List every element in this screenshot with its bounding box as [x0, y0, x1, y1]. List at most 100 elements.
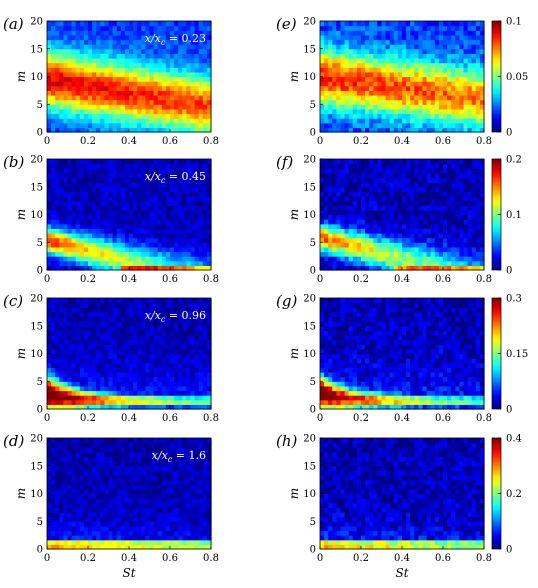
- heatmap-cell: [190, 390, 196, 396]
- heatmap-cell: [104, 233, 110, 239]
- heatmap-cell: [116, 395, 122, 401]
- heatmap-cell: [434, 44, 440, 50]
- heatmap-cell: [447, 108, 452, 115]
- heatmap-cell: [410, 118, 415, 124]
- heatmap-cell: [174, 390, 179, 396]
- heatmap-cell: [352, 67, 358, 73]
- heatmap-cell: [320, 85, 325, 91]
- heatmap-cell: [75, 311, 81, 318]
- heatmap-cell: [194, 196, 200, 202]
- heatmap-cell: [206, 265, 212, 271]
- heatmap-cell: [104, 442, 110, 448]
- heatmap-cell: [83, 53, 89, 59]
- heatmap-cell: [129, 177, 134, 183]
- heatmap-cell: [447, 62, 452, 68]
- heatmap-cell: [55, 163, 60, 169]
- heatmap-cell: [356, 104, 362, 110]
- heatmap-cell: [59, 512, 64, 518]
- heatmap-cell: [206, 196, 212, 202]
- heatmap-cell: [328, 260, 333, 266]
- heatmap-cell: [145, 461, 151, 467]
- heatmap-cell: [129, 34, 134, 41]
- heatmap-cell: [174, 399, 179, 405]
- heatmap-cell: [475, 67, 481, 73]
- heatmap-cell: [137, 81, 142, 87]
- heatmap-cell: [79, 233, 85, 239]
- heatmap-cell: [149, 39, 155, 45]
- heatmap-cell: [206, 223, 212, 229]
- heatmap-cell: [112, 256, 118, 262]
- heatmap-cell: [352, 21, 358, 27]
- heatmap-cell: [149, 127, 155, 133]
- heatmap-cell: [51, 298, 56, 304]
- heatmap-cell: [402, 81, 407, 87]
- heatmap-cell: [153, 39, 159, 45]
- heatmap-cell: [463, 122, 469, 128]
- heatmap-cell: [67, 456, 73, 462]
- heatmap-cell: [157, 484, 163, 490]
- heatmap-cell: [190, 233, 196, 239]
- heatmap-cell: [198, 298, 204, 304]
- heatmap-cell: [108, 122, 114, 128]
- heatmap-cell: [133, 30, 138, 36]
- heatmap-cell: [55, 168, 60, 174]
- heatmap-cell: [116, 260, 122, 266]
- heatmap-cell: [426, 44, 432, 50]
- heatmap-cell: [402, 67, 407, 73]
- heatmap-cell: [202, 339, 208, 345]
- heatmap-cell: [178, 104, 183, 110]
- heatmap-cell: [365, 71, 370, 78]
- heatmap-cell: [328, 186, 333, 192]
- heatmap-cell: [108, 76, 114, 82]
- heatmap-cell: [328, 223, 333, 229]
- heatmap-cell: [63, 205, 69, 211]
- heatmap-cell: [124, 81, 130, 87]
- heatmap-cell: [149, 539, 155, 545]
- heatmap-cell: [75, 404, 81, 410]
- heatmap-cell: [120, 339, 126, 345]
- heatmap-cell: [63, 90, 69, 96]
- heatmap-cell: [67, 395, 73, 401]
- heatmap-cell: [174, 344, 179, 350]
- heatmap-cell: [120, 81, 126, 87]
- heatmap-cell: [112, 451, 118, 458]
- heatmap-cell: [170, 62, 175, 68]
- heatmap-cell: [51, 376, 56, 382]
- heatmap-cell: [100, 311, 105, 318]
- heatmap-cell: [124, 447, 130, 453]
- heatmap-cell: [75, 265, 81, 271]
- heatmap-cell: [186, 67, 192, 73]
- heatmap-cell: [75, 353, 81, 359]
- heatmap-cell: [161, 321, 167, 327]
- heatmap-cell: [157, 228, 163, 234]
- heatmap-cell: [182, 298, 187, 304]
- heatmap-cell: [141, 182, 146, 188]
- heatmap-cell: [120, 200, 126, 206]
- heatmap-cell: [170, 544, 175, 550]
- x-tick-label: 0.4: [394, 136, 410, 147]
- heatmap-cell: [186, 385, 192, 392]
- heatmap-cell: [47, 344, 52, 350]
- heatmap-cell: [365, 85, 370, 91]
- heatmap-cell: [100, 108, 105, 115]
- heatmap-cell: [133, 265, 138, 271]
- heatmap-cell: [137, 516, 142, 522]
- heatmap-cell: [124, 335, 130, 341]
- heatmap-cell: [426, 95, 432, 101]
- heatmap-cell: [63, 99, 69, 105]
- heatmap-cell: [328, 182, 333, 188]
- heatmap-cell: [112, 456, 118, 462]
- heatmap-cell: [47, 488, 52, 495]
- heatmap-cell: [451, 99, 456, 105]
- heatmap-cell: [96, 237, 101, 243]
- heatmap-cell: [153, 99, 159, 105]
- heatmap-cell: [198, 465, 204, 471]
- heatmap-cell: [120, 399, 126, 405]
- heatmap-cell: [108, 311, 114, 318]
- heatmap-cell: [83, 362, 89, 368]
- heatmap-cell: [129, 539, 134, 545]
- heatmap-cell: [141, 358, 146, 364]
- heatmap-cell: [336, 104, 342, 110]
- heatmap-cell: [198, 163, 204, 169]
- heatmap-cell: [406, 44, 411, 50]
